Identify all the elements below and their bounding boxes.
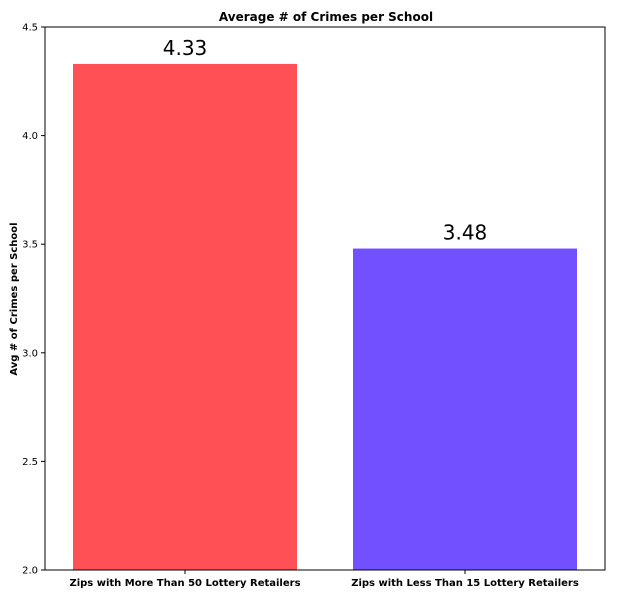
y-axis-label: Avg # of Crimes per School (9, 222, 20, 375)
plot-frame (44, 26, 606, 571)
data-label-1: 4.33 (163, 36, 208, 60)
y-tick-label-3: 3.0 (22, 348, 38, 359)
bar-1 (73, 63, 297, 570)
y-tick-label-5: 4.0 (22, 131, 38, 142)
y-tick-label-6: 4.5 (22, 23, 38, 34)
plot-area: 4.33 Zips with More Than 50 Lottery Retai… (22, 23, 606, 589)
chart-title: Average # of Crimes per School (219, 10, 433, 24)
y-tick-label-2: 2.5 (22, 457, 38, 468)
y-tick-label-1: 2.0 (22, 566, 38, 577)
bar-2 (353, 248, 577, 570)
data-label-2: 3.48 (443, 221, 488, 245)
x-tick-label-1: Zips with More Than 50 Lottery Retailers (69, 578, 300, 589)
x-tick-label-2: Zips with Less Than 15 Lottery Retailers (351, 578, 579, 589)
y-tick-label-4: 3.5 (22, 240, 38, 251)
